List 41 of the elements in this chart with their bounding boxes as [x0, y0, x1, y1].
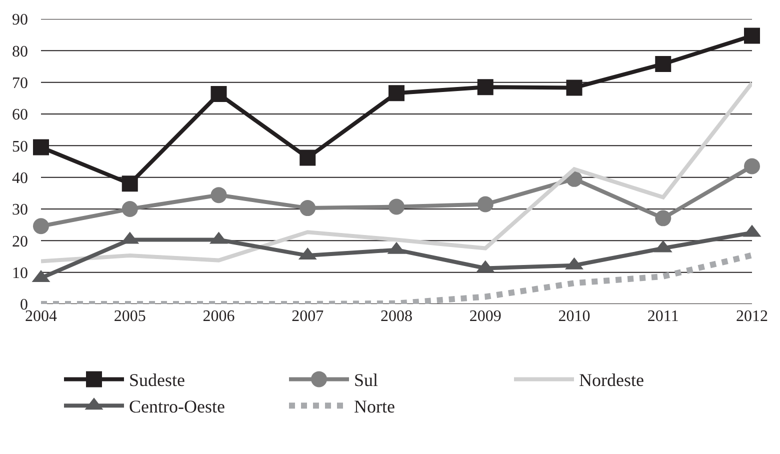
y-tick-label: 30 [12, 202, 28, 219]
legend-label: Norte [354, 396, 395, 417]
y-tick-label: 70 [12, 74, 28, 92]
point [33, 218, 49, 234]
x-tick-label: 2006 [202, 308, 235, 325]
x-tick-label: 2009 [469, 308, 502, 325]
point [210, 187, 227, 204]
y-tick-label: 50 [12, 138, 28, 156]
y-tick-label: 60 [12, 106, 28, 124]
point [655, 56, 672, 72]
y-tick-label: 80 [12, 43, 28, 60]
y-tick-label: 10 [12, 264, 28, 282]
x-tick-label: 2007 [292, 308, 324, 325]
legend-label: Sul [354, 370, 378, 390]
point [388, 85, 404, 102]
x-tick-label: 2008 [380, 308, 412, 325]
x-tick-label: 2004 [25, 308, 57, 325]
y-tick-label: 40 [12, 170, 28, 187]
y-tick-label: 20 [12, 233, 28, 250]
y-tick-label: 90 [12, 12, 28, 29]
point [744, 28, 760, 44]
point [388, 198, 404, 215]
legend-label: Nordeste [579, 370, 644, 390]
point [300, 200, 316, 216]
x-tick-label: 2005 [114, 308, 146, 325]
point [655, 210, 672, 226]
point [566, 80, 582, 96]
x-tick-label: 2011 [647, 308, 679, 325]
point [33, 139, 49, 156]
point [300, 150, 316, 166]
line-series [41, 80, 752, 264]
point [210, 86, 227, 102]
legend-label: Sudeste [129, 370, 186, 390]
point [122, 201, 138, 217]
point [477, 196, 494, 212]
x-tick-label: 2012 [736, 308, 768, 325]
x-tick-label: 2010 [558, 308, 590, 325]
legend-label: Centro-Oeste [129, 396, 225, 417]
point [477, 79, 494, 96]
point [744, 158, 760, 174]
point [122, 176, 138, 192]
